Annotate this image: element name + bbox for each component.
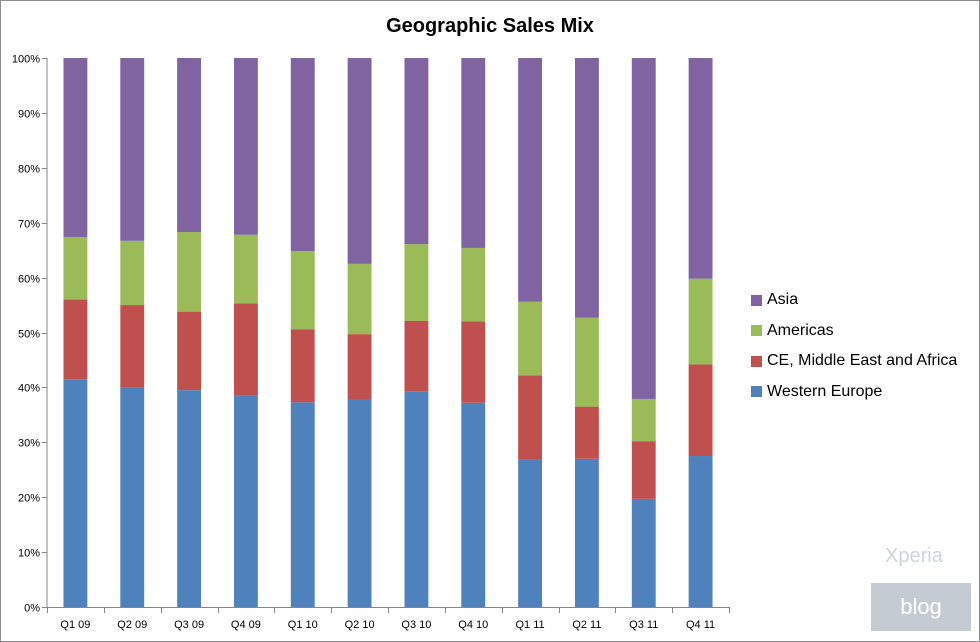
bar-segment	[631, 441, 656, 499]
legend: Asia Americas CE, Middle East and Africa We…	[751, 285, 957, 407]
legend-swatch	[751, 386, 762, 398]
x-tick-label: Q3 09	[174, 619, 204, 631]
legend-swatch	[751, 355, 762, 367]
x-tick-label: Q2 11	[572, 619, 601, 631]
bar-segment	[461, 402, 486, 607]
y-tick-label: 80%	[18, 164, 40, 176]
bar-segment	[688, 278, 713, 365]
bar-segment	[290, 58, 315, 252]
y-tick-label: 20%	[18, 493, 40, 505]
legend-label: CE, Middle East and Africa	[767, 352, 958, 370]
x-tick-label: Q4 09	[231, 619, 261, 631]
bar-segment	[347, 334, 372, 400]
bar-segment	[574, 406, 599, 459]
bar-segment	[688, 58, 713, 279]
y-tick-label: 100%	[12, 54, 40, 66]
bar-segment	[63, 58, 88, 237]
bar-segment	[688, 456, 713, 607]
x-tick-label: Q4 11	[686, 619, 715, 631]
legend-swatch	[751, 294, 762, 306]
bar-segment	[347, 263, 372, 335]
bar-segment	[574, 458, 599, 607]
legend-item: CE, Middle East and Africa	[751, 346, 957, 377]
bar-segment	[518, 58, 543, 302]
bar-segment	[404, 391, 429, 607]
y-tick-label: 10%	[18, 548, 40, 560]
bar-segment	[63, 299, 88, 380]
bar-segment	[120, 240, 145, 306]
bar-segment	[233, 303, 258, 396]
watermark-xperia-text: Xperia	[885, 545, 943, 567]
bar-segment	[347, 58, 372, 264]
bar-segment	[233, 58, 258, 235]
legend-item: Asia	[751, 285, 957, 316]
x-tick-label: Q1 09	[60, 619, 90, 631]
bar-segment	[120, 305, 145, 388]
x-axis: Q1 09 Q2 09 Q3 09 Q4 09 Q1 10 Q2 10 Q3 10 Q4 10…	[47, 607, 730, 631]
bar-segment	[631, 498, 656, 607]
bar-segment	[120, 387, 145, 607]
legend-swatch	[751, 325, 762, 337]
bar-segment	[688, 364, 713, 457]
bar-segment	[518, 375, 543, 460]
bar-segment	[461, 247, 486, 322]
y-tick-label: 70%	[18, 219, 40, 231]
bar-segment	[404, 58, 429, 245]
chart-title: Geographic Sales Mix	[386, 15, 594, 37]
bar-segment	[518, 301, 543, 376]
watermark-blog-badge: blog	[871, 583, 971, 631]
x-tick-label: Q3 10	[401, 619, 431, 631]
bar-segment	[177, 232, 202, 312]
bar-segment	[404, 320, 429, 392]
bar-segment	[233, 234, 258, 304]
bar-segment	[177, 390, 202, 607]
x-tick-label: Q4 10	[458, 619, 488, 631]
bar-segment	[177, 58, 202, 233]
bar-segment	[290, 251, 315, 330]
bar-segment	[518, 459, 543, 607]
y-tick-label: 60%	[18, 274, 40, 286]
bar-segment	[120, 58, 145, 241]
y-axis: 0% 10% 20% 30% 40% 50% 60% 70% 80% 90% 100%	[12, 54, 48, 615]
bar-segment	[631, 58, 656, 399]
x-tick-label: Q1 11	[516, 619, 545, 631]
y-tick-label: 40%	[18, 383, 40, 395]
y-tick-label: 30%	[18, 438, 40, 450]
x-tick-label: Q3 11	[629, 619, 658, 631]
legend-label: Western Europe	[767, 382, 883, 400]
y-tick-label: 50%	[18, 329, 40, 341]
y-tick-label: 0%	[24, 603, 40, 615]
bar-segment	[631, 398, 656, 442]
bar-segment	[290, 329, 315, 403]
legend-label: Asia	[767, 291, 799, 309]
bar-segment	[574, 317, 599, 407]
legend-item: Western Europe	[751, 377, 957, 408]
legend-item: Americas	[751, 316, 957, 347]
bar-segment	[461, 58, 486, 248]
bars-layer	[63, 58, 713, 607]
bar-segment	[347, 399, 372, 607]
bar-segment	[63, 379, 88, 607]
bar-segment	[290, 402, 315, 607]
x-tick-label: Q2 10	[345, 619, 375, 631]
y-tick-label: 90%	[18, 109, 40, 121]
bar-segment	[574, 58, 599, 318]
bar-segment	[63, 236, 88, 300]
x-tick-label: Q1 10	[288, 619, 318, 631]
bar-segment	[233, 395, 258, 607]
bar-segment	[404, 244, 429, 321]
bar-segment	[177, 311, 202, 391]
x-tick-label: Q2 09	[117, 619, 147, 631]
legend-label: Americas	[767, 321, 834, 339]
bar-segment	[461, 321, 486, 403]
